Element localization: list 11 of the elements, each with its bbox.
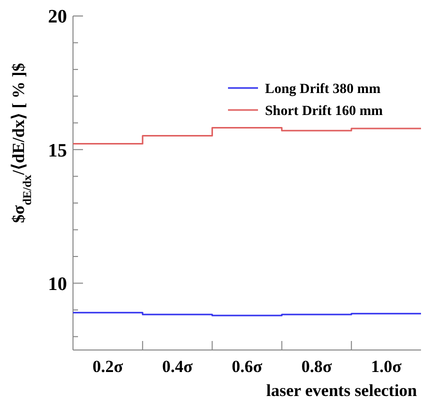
x-axis-title: laser events selection: [266, 381, 418, 400]
x-tick-label: 0.2σ: [92, 357, 124, 376]
x-tick-label: 0.4σ: [162, 357, 194, 376]
x-tick-label: 0.6σ: [232, 357, 263, 376]
x-tick-label: 1.0σ: [370, 357, 402, 376]
legend-label: Long Drift 380 mm: [265, 82, 381, 97]
y-tick-label: 10: [48, 274, 67, 295]
legend-label: Short Drift 160 mm: [265, 104, 384, 119]
x-tick-label: 0.8σ: [301, 357, 333, 376]
y-tick-label: 15: [48, 140, 67, 162]
y-tick-label: 20: [48, 6, 67, 28]
